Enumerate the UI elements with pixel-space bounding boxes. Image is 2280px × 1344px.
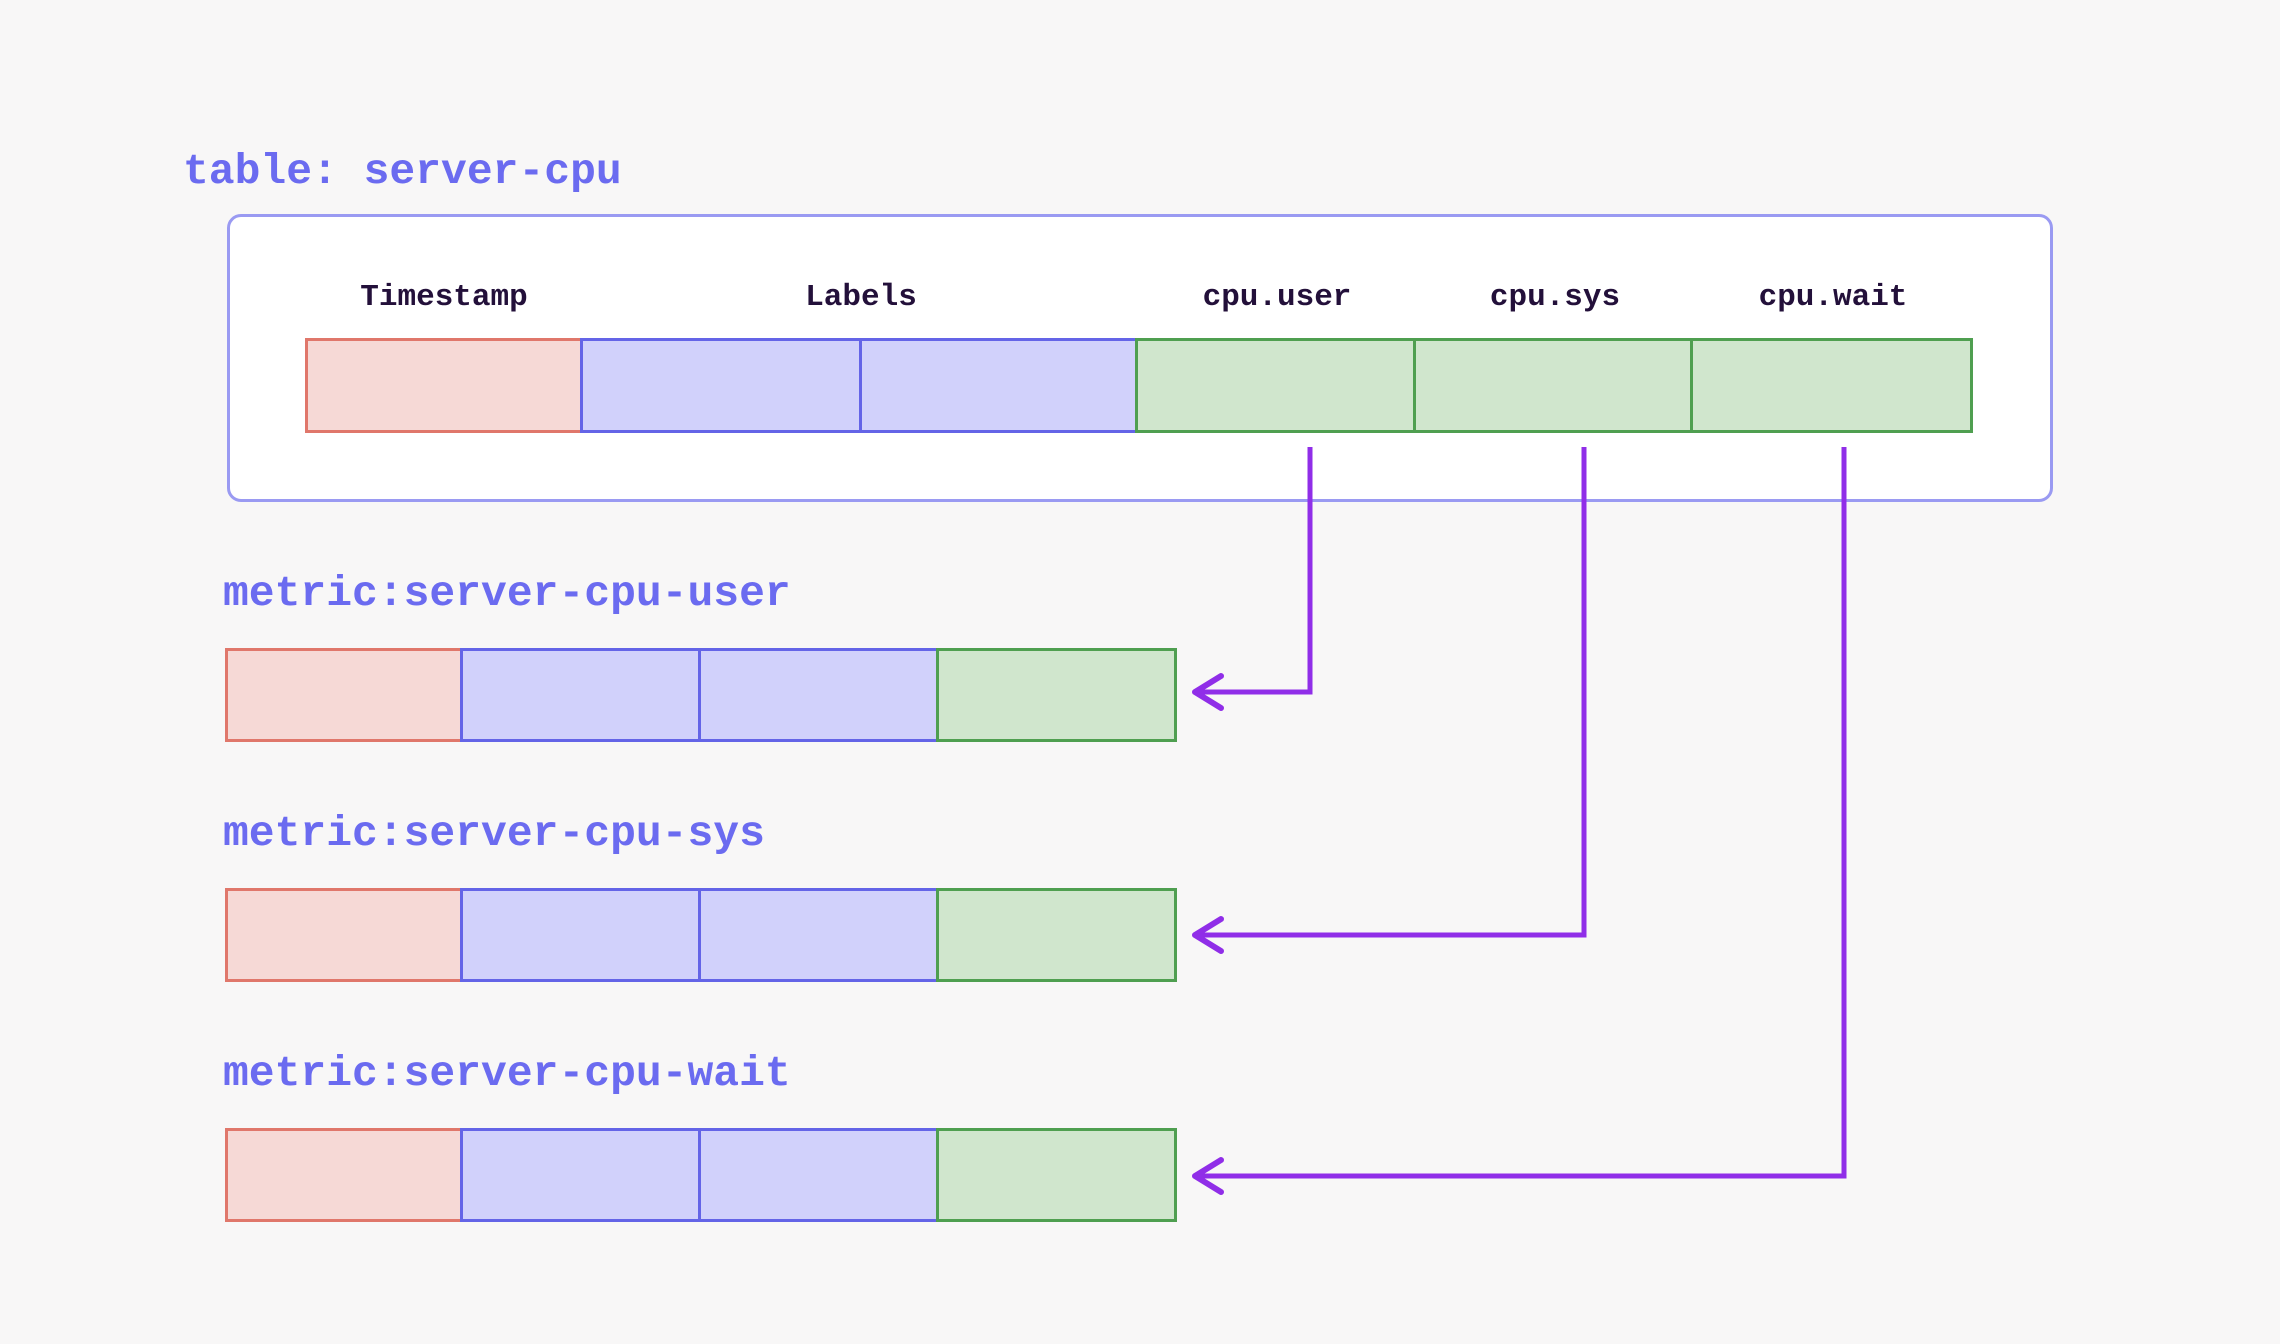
table-cpu-sys-cell bbox=[1413, 338, 1693, 433]
metric-timestamp-cell bbox=[225, 648, 463, 742]
arrow-cpu-wait-to-metric-wait bbox=[1192, 447, 1847, 1195]
metric-label-server-cpu-user: metric:server-cpu-user bbox=[223, 569, 791, 618]
table-timestamp-cell bbox=[305, 338, 583, 433]
metric-labels-cell-1 bbox=[460, 1128, 701, 1222]
table-labels-cell-1 bbox=[580, 338, 862, 433]
column-header-cpu-wait: cpu.wait bbox=[1758, 280, 1908, 315]
metric-labels-cell-1 bbox=[460, 648, 701, 742]
metric-labels-cell-2 bbox=[698, 888, 939, 982]
table-cpu-user-cell bbox=[1135, 338, 1416, 433]
metric-value-cell bbox=[936, 888, 1177, 982]
metric-label-server-cpu-sys: metric:server-cpu-sys bbox=[223, 809, 765, 858]
table-labels-cell-2 bbox=[859, 338, 1138, 433]
arrow-cpu-sys-to-metric-sys bbox=[1192, 447, 1587, 954]
metric-labels-cell-2 bbox=[698, 648, 939, 742]
column-header-timestamp: Timestamp bbox=[360, 280, 528, 315]
metric-labels-cell-1 bbox=[460, 888, 701, 982]
metric-value-cell bbox=[936, 1128, 1177, 1222]
metric-labels-cell-2 bbox=[698, 1128, 939, 1222]
column-header-cpu-sys: cpu.sys bbox=[1489, 280, 1621, 315]
table-title: table: server-cpu bbox=[183, 147, 622, 196]
metric-timestamp-cell bbox=[225, 888, 463, 982]
table-cpu-wait-cell bbox=[1690, 338, 1973, 433]
metric-value-cell bbox=[936, 648, 1177, 742]
column-header-cpu-user: cpu.user bbox=[1202, 280, 1352, 315]
column-header-labels: Labels bbox=[805, 280, 917, 315]
metric-label-server-cpu-wait: metric:server-cpu-wait bbox=[223, 1049, 791, 1098]
metric-timestamp-cell bbox=[225, 1128, 463, 1222]
